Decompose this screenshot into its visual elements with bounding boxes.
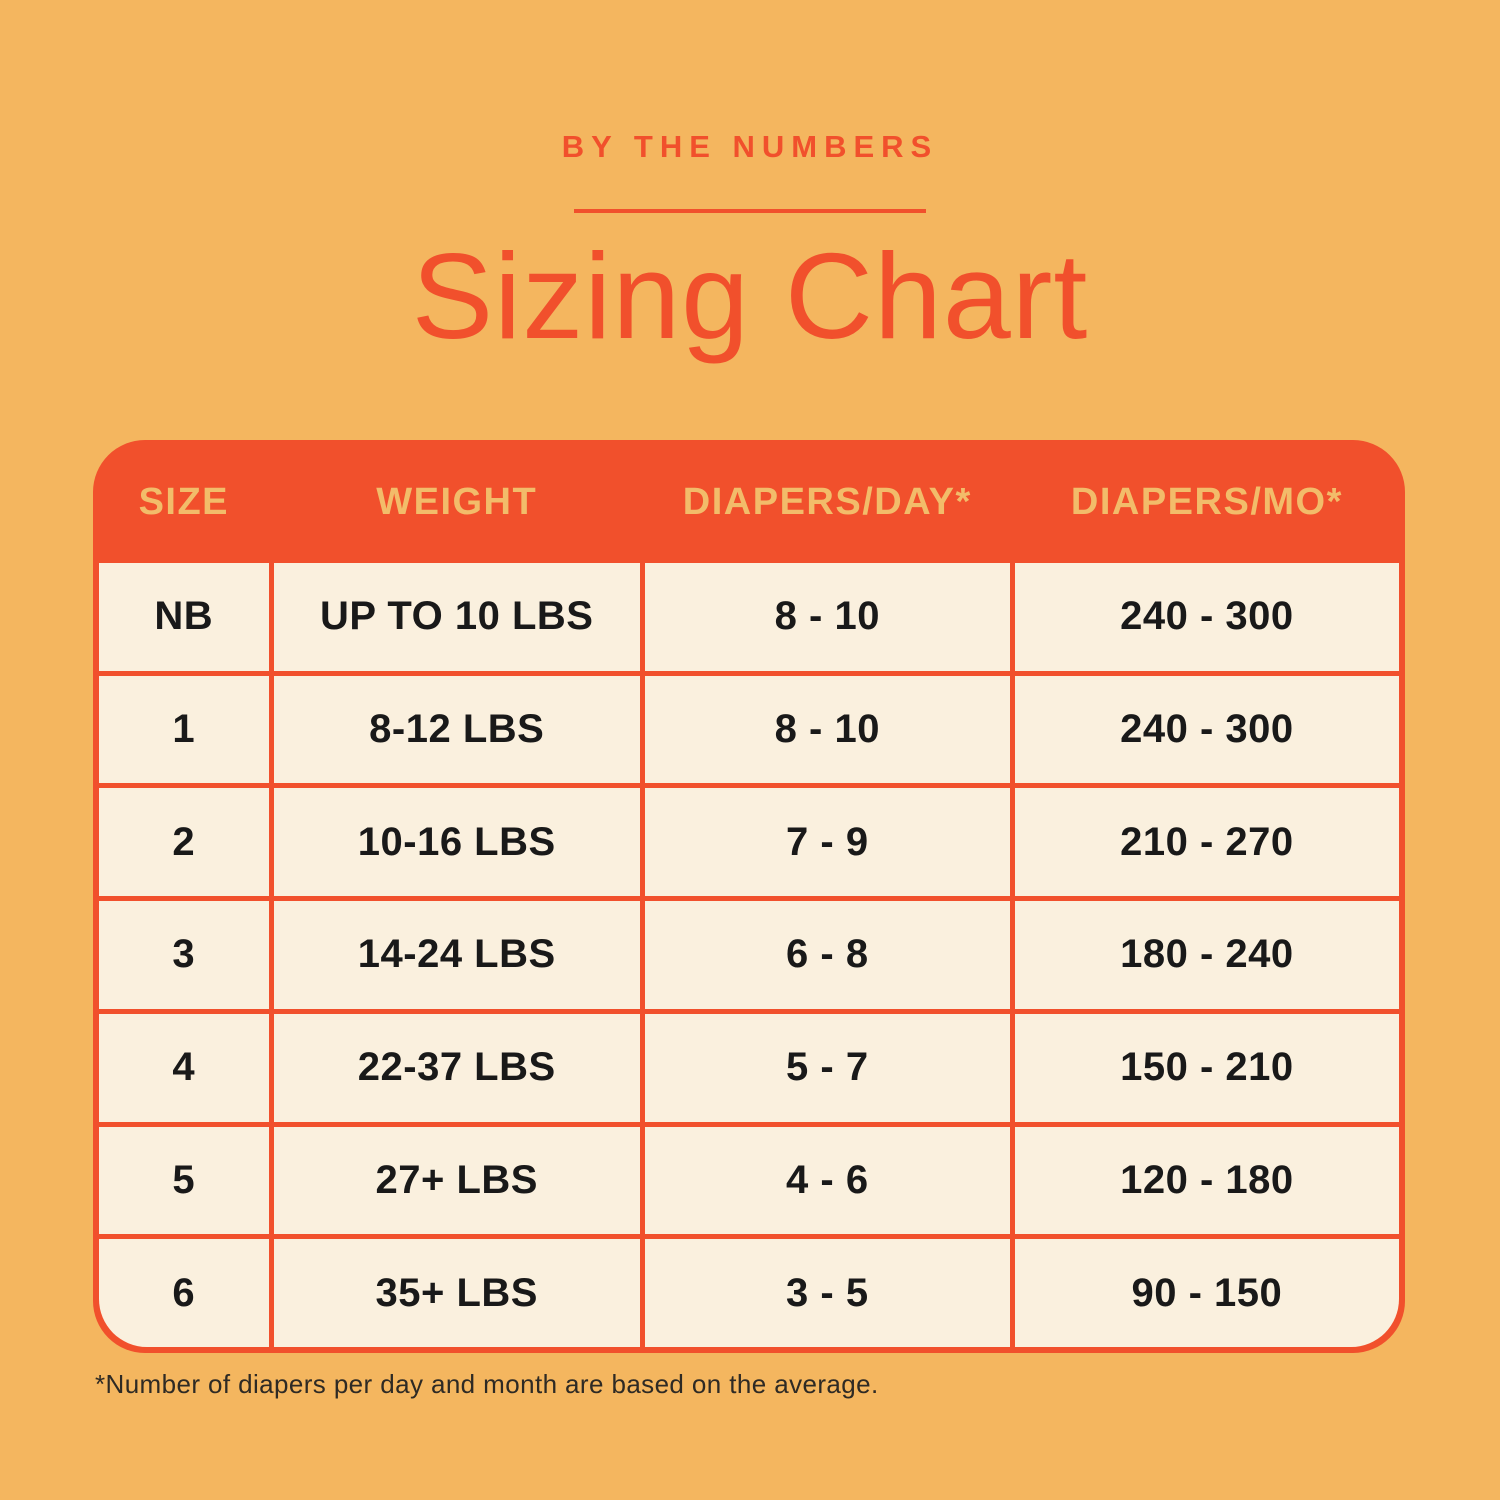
cell-diapers-mo: 150 - 210 bbox=[1014, 1013, 1399, 1122]
column-header-diapers-day: DIAPERS/DAY* bbox=[682, 480, 972, 523]
cell-diapers-day: 6 - 8 bbox=[644, 901, 1010, 1009]
cell-size: 1 bbox=[99, 675, 269, 784]
column-header-diapers-mo: DIAPERS/MO* bbox=[1070, 480, 1343, 523]
cell-diapers-day: 8 - 10 bbox=[644, 563, 1010, 671]
cell-diapers-mo: 240 - 300 bbox=[1014, 675, 1399, 784]
cell-weight: 8-12 LBS bbox=[273, 675, 640, 784]
column-header-size: SIZE bbox=[138, 480, 230, 523]
cell-size: NB bbox=[99, 563, 269, 671]
cell-diapers-day: 4 - 6 bbox=[644, 1126, 1010, 1235]
cell-diapers-mo: 240 - 300 bbox=[1014, 563, 1399, 671]
sizing-table: SIZE WEIGHT DIAPERS/DAY* DIAPERS/MO* NB … bbox=[93, 440, 1405, 1353]
cell-size: 4 bbox=[99, 1013, 269, 1122]
cell-diapers-mo: 90 - 150 bbox=[1014, 1239, 1399, 1347]
cell-weight: 27+ LBS bbox=[273, 1126, 640, 1235]
cell-diapers-day: 8 - 10 bbox=[644, 675, 1010, 784]
cell-diapers-mo: 210 - 270 bbox=[1014, 788, 1399, 897]
cell-weight: 10-16 LBS bbox=[273, 788, 640, 897]
cell-size: 6 bbox=[99, 1239, 269, 1347]
cell-diapers-mo: 180 - 240 bbox=[1014, 901, 1399, 1009]
cell-diapers-day: 3 - 5 bbox=[644, 1239, 1010, 1347]
eyebrow-text: BY THE NUMBERS bbox=[561, 129, 939, 164]
cell-diapers-day: 5 - 7 bbox=[644, 1013, 1010, 1122]
sizing-table-grid: SIZE WEIGHT DIAPERS/DAY* DIAPERS/MO* NB … bbox=[99, 446, 1399, 1347]
cell-weight: 14-24 LBS bbox=[273, 901, 640, 1009]
page-title: Sizing Chart bbox=[411, 228, 1089, 364]
column-header-weight: WEIGHT bbox=[376, 480, 538, 523]
cell-weight: 35+ LBS bbox=[273, 1239, 640, 1347]
cell-weight: 22-37 LBS bbox=[273, 1013, 640, 1122]
cell-size: 2 bbox=[99, 788, 269, 897]
cell-size: 3 bbox=[99, 901, 269, 1009]
cell-diapers-mo: 120 - 180 bbox=[1014, 1126, 1399, 1235]
cell-size: 5 bbox=[99, 1126, 269, 1235]
eyebrow-underline bbox=[574, 209, 926, 213]
heading-block: BY THE NUMBERS Sizing Chart bbox=[0, 0, 1500, 357]
cell-diapers-day: 7 - 9 bbox=[644, 788, 1010, 897]
footnote-text: *Number of diapers per day and month are… bbox=[95, 1369, 879, 1399]
cell-weight: UP TO 10 LBS bbox=[273, 563, 640, 671]
